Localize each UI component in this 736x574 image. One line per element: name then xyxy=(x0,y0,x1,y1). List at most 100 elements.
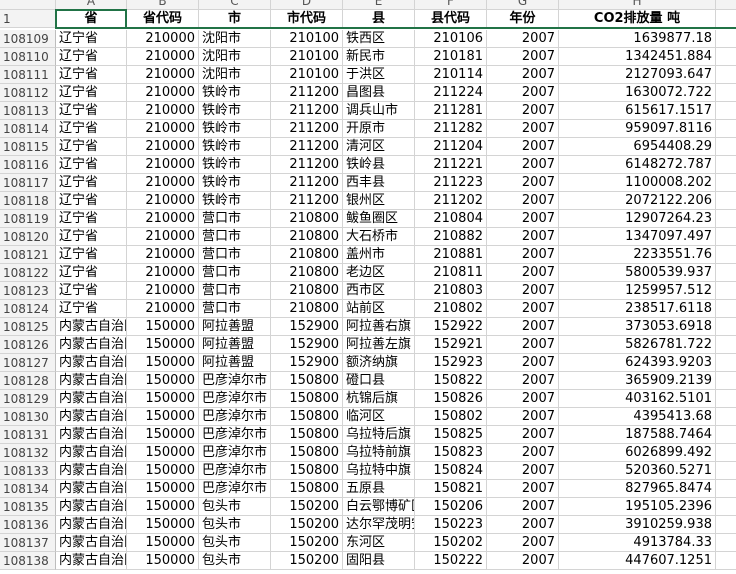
cell: 鲅鱼圈区 xyxy=(343,210,415,228)
cell: 巴彦淖尔市 xyxy=(199,480,271,498)
cell: 2007 xyxy=(487,516,559,534)
cell: 210000 xyxy=(127,66,199,84)
empty-cell xyxy=(716,318,736,336)
cell: 乌拉特前旗 xyxy=(343,444,415,462)
column-letter: C xyxy=(199,0,271,10)
cell: 210114 xyxy=(415,66,487,84)
cell: 150824 xyxy=(415,462,487,480)
cell: 营口市 xyxy=(199,300,271,318)
cell: 内蒙古自治区 xyxy=(56,354,127,372)
cell: 杭锦后旗 xyxy=(343,390,415,408)
cell: 150223 xyxy=(415,516,487,534)
cell: 乌拉特后旗 xyxy=(343,426,415,444)
empty-cell xyxy=(716,498,736,516)
cell: 210181 xyxy=(415,48,487,66)
row-number: 108114 xyxy=(0,120,56,138)
empty-cell xyxy=(716,282,736,300)
cell: 2007 xyxy=(487,552,559,570)
cell: 150200 xyxy=(271,534,343,552)
selection-line xyxy=(56,27,736,29)
empty-cell xyxy=(716,210,736,228)
row-number: 108125 xyxy=(0,318,56,336)
cell: 210100 xyxy=(271,66,343,84)
cell: 五原县 xyxy=(343,480,415,498)
empty-cell xyxy=(716,156,736,174)
cell: 210800 xyxy=(271,228,343,246)
empty-cell xyxy=(716,354,736,372)
cell: 210100 xyxy=(271,30,343,48)
cell: 150802 xyxy=(415,408,487,426)
cell: 2007 xyxy=(487,156,559,174)
cell: 211281 xyxy=(415,102,487,120)
cell: 辽宁省 xyxy=(56,30,127,48)
cell: 1630072.722 xyxy=(559,84,716,102)
empty-cell xyxy=(716,120,736,138)
cell: 内蒙古自治区 xyxy=(56,462,127,480)
cell: 5800539.937 xyxy=(559,264,716,282)
cell: 187588.7464 xyxy=(559,426,716,444)
row-number: 108119 xyxy=(0,210,56,228)
row-number: 108115 xyxy=(0,138,56,156)
cell: 210800 xyxy=(271,246,343,264)
row-number: 108122 xyxy=(0,264,56,282)
cell: 1342451.884 xyxy=(559,48,716,66)
cell: 210800 xyxy=(271,210,343,228)
cell: 辽宁省 xyxy=(56,282,127,300)
cell: 210804 xyxy=(415,210,487,228)
cell: 2007 xyxy=(487,372,559,390)
cell: 150000 xyxy=(127,390,199,408)
cell: 2007 xyxy=(487,282,559,300)
cell: 624393.9203 xyxy=(559,354,716,372)
empty-cell xyxy=(716,102,736,120)
cell: 于洪区 xyxy=(343,66,415,84)
cell: 211200 xyxy=(271,156,343,174)
cell: 150800 xyxy=(271,480,343,498)
cell: 211224 xyxy=(415,84,487,102)
cell: 东河区 xyxy=(343,534,415,552)
cell: 210000 xyxy=(127,210,199,228)
cell: 211204 xyxy=(415,138,487,156)
cell: 150800 xyxy=(271,372,343,390)
cell: 开原市 xyxy=(343,120,415,138)
cell: 2007 xyxy=(487,480,559,498)
cell: 2007 xyxy=(487,534,559,552)
cell: 150222 xyxy=(415,552,487,570)
cell: 2007 xyxy=(487,120,559,138)
empty-cell xyxy=(716,552,736,570)
cell: 2007 xyxy=(487,48,559,66)
cell: 150822 xyxy=(415,372,487,390)
cell: 152922 xyxy=(415,318,487,336)
cell: 沈阳市 xyxy=(199,48,271,66)
cell: 内蒙古自治区 xyxy=(56,408,127,426)
cell: 827965.8474 xyxy=(559,480,716,498)
cell: 2072122.206 xyxy=(559,192,716,210)
empty-cell xyxy=(716,30,736,48)
cell: 150206 xyxy=(415,498,487,516)
cell: 清河区 xyxy=(343,138,415,156)
cell: 150000 xyxy=(127,444,199,462)
cell: 内蒙古自治区 xyxy=(56,426,127,444)
empty-cell xyxy=(716,480,736,498)
cell: 辽宁省 xyxy=(56,264,127,282)
cell: 210811 xyxy=(415,264,487,282)
cell: 沈阳市 xyxy=(199,30,271,48)
cell: 银州区 xyxy=(343,192,415,210)
cell: 内蒙古自治区 xyxy=(56,534,127,552)
cell: 辽宁省 xyxy=(56,156,127,174)
header-cell: 市 xyxy=(199,10,271,28)
cell: 2007 xyxy=(487,408,559,426)
header-cell: 省代码 xyxy=(127,10,199,28)
cell: 210000 xyxy=(127,156,199,174)
cell: 西市区 xyxy=(343,282,415,300)
header-cell: 市代码 xyxy=(271,10,343,28)
row-number: 108123 xyxy=(0,282,56,300)
cell: 4395413.68 xyxy=(559,408,716,426)
cell: 210000 xyxy=(127,192,199,210)
cell: 150826 xyxy=(415,390,487,408)
cell: 210800 xyxy=(271,282,343,300)
cell: 辽宁省 xyxy=(56,228,127,246)
cell: 1100008.202 xyxy=(559,174,716,192)
column-letter: B xyxy=(127,0,199,10)
cell: 210106 xyxy=(415,30,487,48)
